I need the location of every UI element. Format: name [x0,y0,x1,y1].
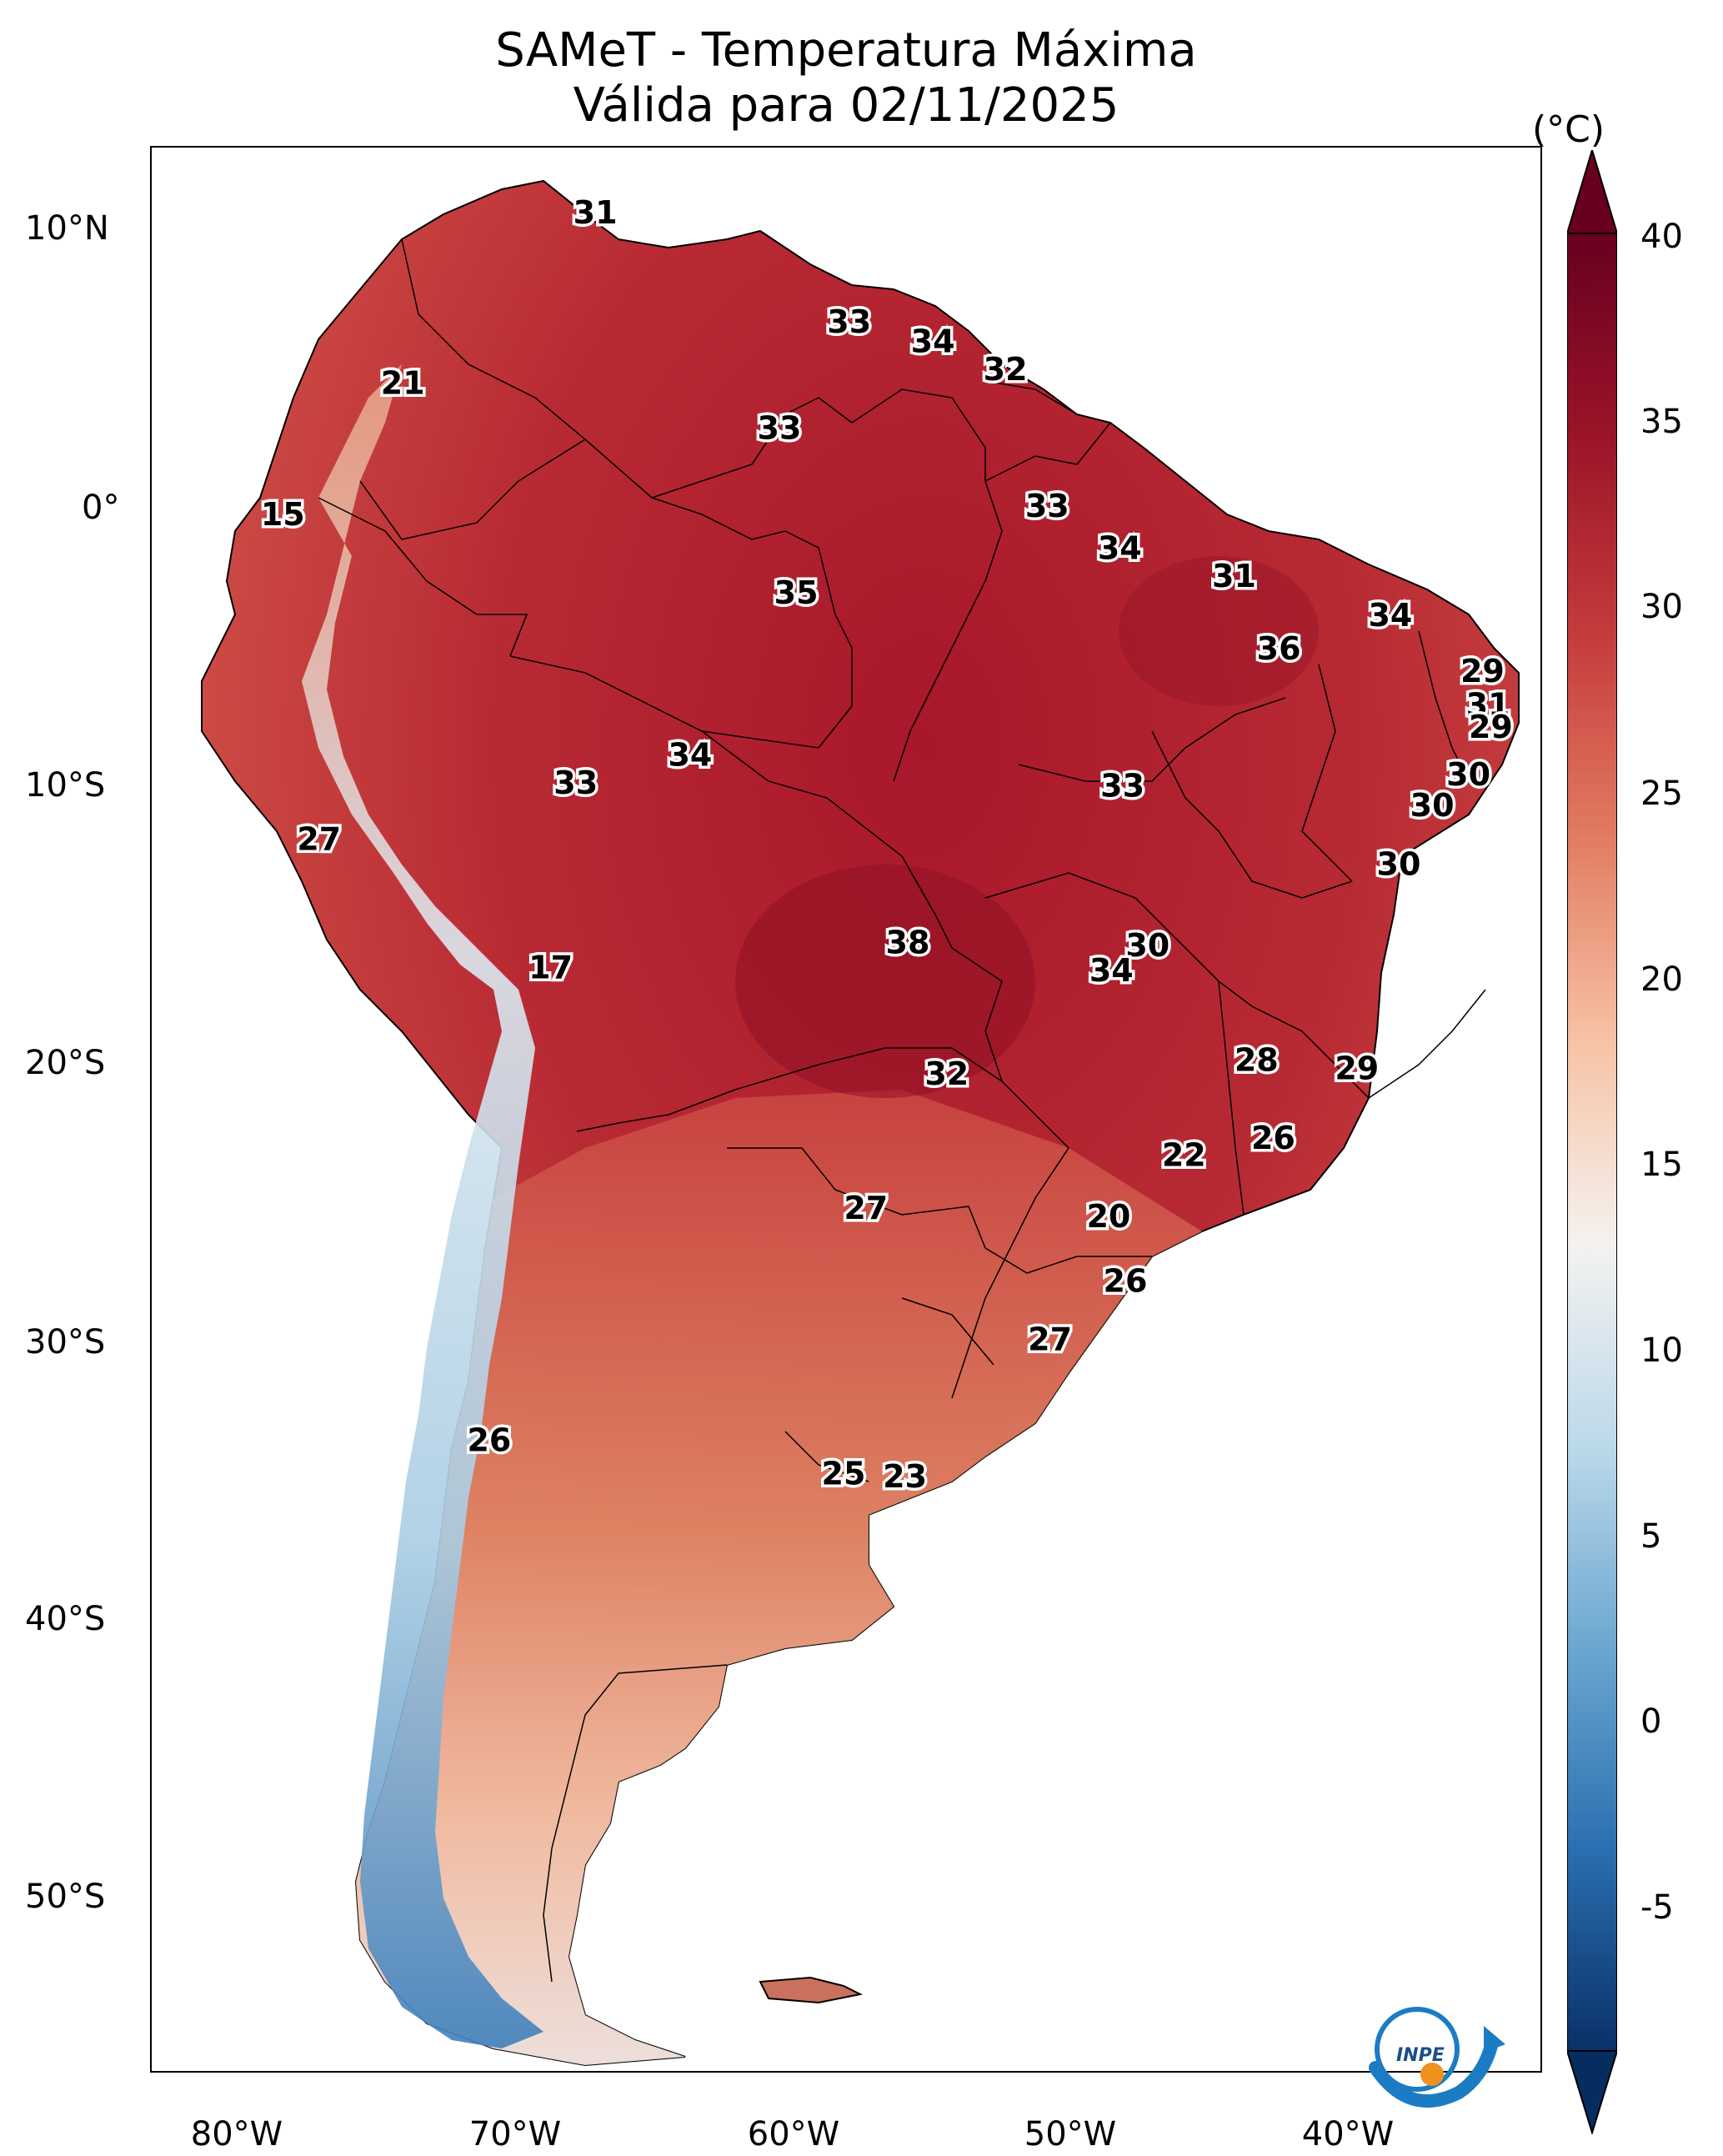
map-subtitle-date: Válida para 02/11/2025 [573,78,1119,133]
colorbar-tick-15: 15 [1640,1146,1683,1184]
temperature-label: 20 [1086,1198,1130,1235]
temperature-label: 34 [668,737,712,774]
temperature-label: 33 [553,765,598,801]
temperature-label: 38 [886,924,930,960]
lon-tick-40w: 40°W [1301,2115,1395,2153]
temperature-label: 31 [573,194,618,231]
colorbar-tick-35: 35 [1640,403,1683,441]
temperature-label: 23 [883,1458,927,1495]
temperature-label: 30 [1125,927,1170,964]
lon-tick-50w: 50°W [1024,2115,1117,2153]
lon-tick-70w: 70°W [468,2115,562,2153]
temperature-label: 28 [1235,1041,1279,1078]
temperature-label: 30 [1377,846,1421,883]
region-andes [302,364,543,2048]
colorbar-tick-0: 0 [1640,1702,1662,1741]
temperature-label: 21 [381,365,425,402]
logo-text: INPE [1396,2045,1445,2066]
map-panel: 31 21 33 34 32 33 15 33 34 31 35 34 36 29 31 29 34 30 33 33… [150,146,1542,2073]
temperature-label: 29 [1335,1050,1379,1086]
colorbar-tick-40: 40 [1640,218,1683,256]
temperature-label: 29 [1460,653,1505,689]
region-south-cone [356,1090,1202,2065]
temperature-label: 34 [1098,530,1142,567]
colorbar-tick-30: 30 [1640,588,1683,626]
lat-tick-10s: 10°S [25,766,106,805]
temperature-label: 32 [984,351,1028,388]
temperature-label: 27 [844,1190,888,1226]
logo-orbit-icon [1375,2007,1460,2092]
hotspot-center-west [735,865,1035,1098]
colorbar [1567,150,1617,2134]
temperature-label: 27 [1028,1321,1072,1358]
temperature-label: 33 [827,303,871,340]
colorbar-tick-25: 25 [1640,775,1683,813]
temperature-label: 34 [911,323,955,359]
colorbar-tick-5: 5 [1640,1517,1662,1556]
temperature-label: 35 [774,574,819,611]
temperature-label: 34 [1368,597,1412,634]
hotspot-north [1119,556,1319,706]
temperature-label: 26 [1104,1262,1148,1299]
temperature-label: 32 [924,1055,969,1092]
temperature-label: 36 [1257,630,1301,667]
temperature-label: 17 [528,950,573,986]
temperature-label: 34 [1089,952,1134,989]
temperature-label: 27 [297,820,341,857]
logo-dot-icon [1420,2063,1444,2086]
lat-tick-20s: 20°S [25,1044,106,1082]
island-malvinas [759,1976,864,2004]
colorbar-min-extend [1567,2050,1617,2134]
colorbar-gradient [1567,233,1617,2052]
lat-tick-0: 0° [82,489,120,527]
colorbar-tick-minus5: -5 [1640,1888,1674,1927]
map-title: SAMeT - Temperatura Máxima [495,23,1197,78]
temperature-label: 15 [261,496,305,533]
temperature-label: 25 [822,1456,866,1492]
colorbar-tick-20: 20 [1640,960,1683,999]
temperature-label: 33 [1100,768,1144,805]
lon-tick-80w: 80°W [190,2115,283,2153]
temperature-label: 33 [1025,488,1069,524]
lat-tick-30s: 30°S [25,1323,106,1361]
temperature-label: 31 [1466,686,1510,723]
lat-tick-10n: 10°N [25,209,109,248]
logo-arrow-icon [1369,2036,1499,2108]
inpe-logo: INPE [1369,2007,1505,2108]
colorbar-tick-10: 10 [1640,1331,1683,1370]
lat-tick-50s: 50°S [25,1878,106,1916]
temperature-label: 33 [758,409,802,446]
temperature-label: 30 [1446,756,1490,793]
temperature-label: 22 [1162,1136,1206,1173]
temperature-label: 29 [1469,709,1513,745]
temperature-label: 26 [1251,1120,1295,1156]
temperature-label: 30 [1410,787,1455,824]
temperature-label: 31 [1212,558,1256,594]
colorbar-max-extend [1567,150,1617,234]
lon-tick-60w: 60°W [747,2115,840,2153]
lat-tick-40s: 40°S [25,1600,106,1638]
colorbar-unit-label: (°C) [1532,108,1605,151]
country-borders [318,238,1486,1983]
temperature-label: 26 [467,1422,511,1459]
